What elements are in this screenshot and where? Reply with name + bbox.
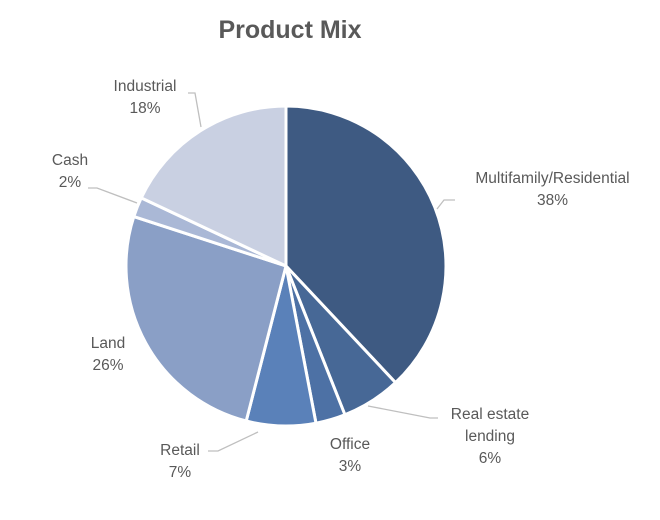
data-label-lending: Real estate lending 6% — [440, 404, 540, 470]
data-label-retail: Retail 7% — [152, 440, 208, 484]
pie-slice-industrial — [139, 104, 288, 268]
label-name: Multifamily/Residential — [475, 170, 630, 187]
leader-line-multifamily — [436, 199, 455, 210]
label-name: Cash — [51, 152, 89, 169]
label-pct: 2% — [58, 174, 82, 191]
leader-line-lending — [367, 405, 438, 419]
label-pct: 26% — [92, 357, 124, 374]
label-name: Industrial — [113, 78, 177, 95]
label-pct: 3% — [338, 458, 362, 475]
label-pct: 18% — [129, 100, 161, 117]
pie-slice-multifamily-residential — [284, 104, 448, 385]
label-pct: 38% — [536, 192, 569, 209]
data-label-multifamily: Multifamily/Residential 38% — [455, 168, 650, 212]
data-label-land: Land 26% — [80, 333, 136, 377]
leader-line-cash — [88, 187, 138, 204]
label-pct: 7% — [168, 464, 192, 481]
chart-title: Product Mix — [218, 16, 362, 44]
leader-line-retail — [208, 431, 259, 452]
data-label-office: Office 3% — [320, 434, 380, 478]
leader-line-industrial — [188, 92, 202, 128]
label-name: Office — [329, 436, 371, 453]
data-label-cash: Cash 2% — [48, 150, 92, 194]
label-name: Retail — [160, 442, 200, 459]
label-name: Real estate — [450, 406, 530, 423]
label-pct: 6% — [478, 450, 502, 467]
pie-slices — [124, 104, 448, 428]
data-label-industrial: Industrial 18% — [102, 76, 188, 120]
label-name: Land — [90, 335, 126, 352]
leader-lines — [88, 92, 455, 452]
label-name-line2: lending — [465, 428, 515, 445]
pie-slice-land — [124, 215, 288, 423]
